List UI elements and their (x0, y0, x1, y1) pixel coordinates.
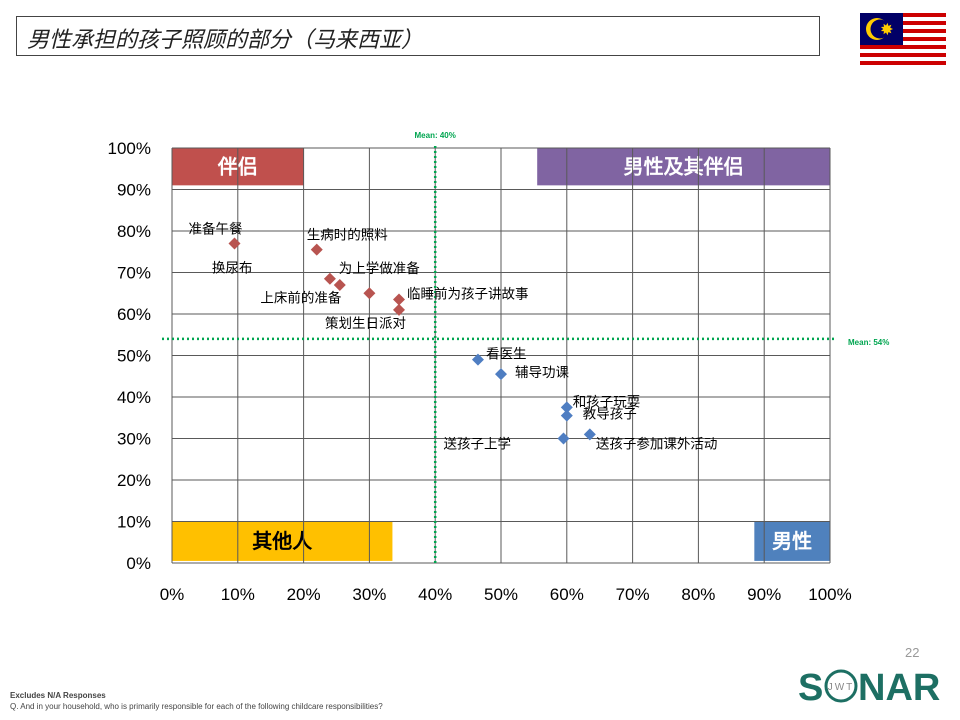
data-label: 为上学做准备 (339, 260, 420, 277)
quadrant-label-male-and-partner-box (537, 148, 830, 186)
mean-x-label: Mean: 40% (415, 131, 456, 140)
y-tick-label: 100% (108, 139, 151, 158)
data-point (471, 353, 484, 366)
data-label: 教导孩子 (583, 407, 637, 423)
x-tick-label: 40% (418, 585, 452, 604)
y-tick-label: 90% (117, 181, 151, 200)
y-tick-label: 10% (117, 513, 151, 532)
page-title: 男性承担的孩子照顾的部分（马来西亚） (27, 28, 424, 53)
footnotes: Excludes N/A Responses Q. And in your ho… (10, 690, 383, 712)
data-label: 和孩子玩耍 (573, 394, 641, 410)
data-point (393, 303, 406, 316)
data-label: 换尿布 (212, 261, 253, 277)
y-tick-label: 50% (117, 347, 151, 366)
x-tick-label: 20% (287, 585, 321, 604)
logo-ring (824, 669, 858, 703)
data-point (560, 409, 573, 422)
malaysia-flag-icon (860, 13, 946, 69)
data-label: 辅导功课 (515, 365, 569, 381)
y-tick-label: 60% (117, 305, 151, 324)
y-tick-label: 0% (126, 554, 151, 573)
y-tick-label: 30% (117, 430, 151, 449)
data-label: 准备午餐 (189, 220, 243, 237)
data-point (393, 293, 406, 306)
quadrant-label-male: 男性 (772, 529, 812, 553)
data-label: 送孩子上学 (444, 437, 512, 453)
data-label: 策划生日派对 (325, 315, 406, 332)
logo-letter-s: S (798, 667, 823, 706)
data-point (228, 237, 241, 250)
data-point (323, 272, 336, 285)
data-label: 临睡前为孩子讲故事 (407, 285, 529, 302)
x-tick-label: 10% (221, 585, 255, 604)
y-tick-label: 70% (117, 264, 151, 283)
quadrant-label-male-box (754, 521, 830, 561)
quadrant-label-male-and-partner: 男性及其伴侣 (624, 155, 744, 179)
x-tick-label: 90% (747, 585, 781, 604)
footnote-excludes: Excludes N/A Responses (10, 691, 106, 700)
x-tick-label: 30% (352, 585, 386, 604)
data-label: 上床前的准备 (260, 289, 341, 306)
x-tick-label: 70% (616, 585, 650, 604)
page-number: 22 (905, 645, 920, 660)
title-box: 男性承担的孩子照顾的部分（马来西亚） (16, 16, 820, 56)
logo-letters-nar: NAR (858, 667, 940, 706)
data-label: 生病时的照料 (307, 228, 388, 244)
data-point (495, 368, 507, 381)
x-tick-label: 50% (484, 585, 518, 604)
x-tick-label: 100% (808, 585, 851, 604)
data-label: 看医生 (486, 347, 526, 363)
y-tick-label: 40% (117, 388, 151, 407)
data-label: 送孩子参加课外活动 (596, 435, 718, 452)
data-point (560, 401, 573, 414)
x-tick-label: 60% (550, 585, 584, 604)
logo-inner-jwt: JWT (828, 682, 855, 693)
x-tick-label: 80% (681, 585, 715, 604)
x-tick-label: 0% (160, 585, 185, 604)
y-tick-label: 80% (117, 222, 151, 241)
sonar-jwt-logo: S JWT NAR (798, 667, 940, 706)
mean-y-label: Mean: 54% (848, 338, 889, 347)
data-point (583, 428, 596, 441)
data-point (363, 287, 376, 300)
data-point (333, 278, 346, 291)
quadrant-label-others-box (172, 521, 393, 561)
data-point (310, 243, 323, 256)
quadrant-label-others: 其他人 (252, 529, 313, 553)
data-point (557, 432, 570, 445)
y-tick-label: 20% (117, 471, 151, 490)
footnote-question: Q. And in your household, who is primari… (10, 702, 383, 711)
